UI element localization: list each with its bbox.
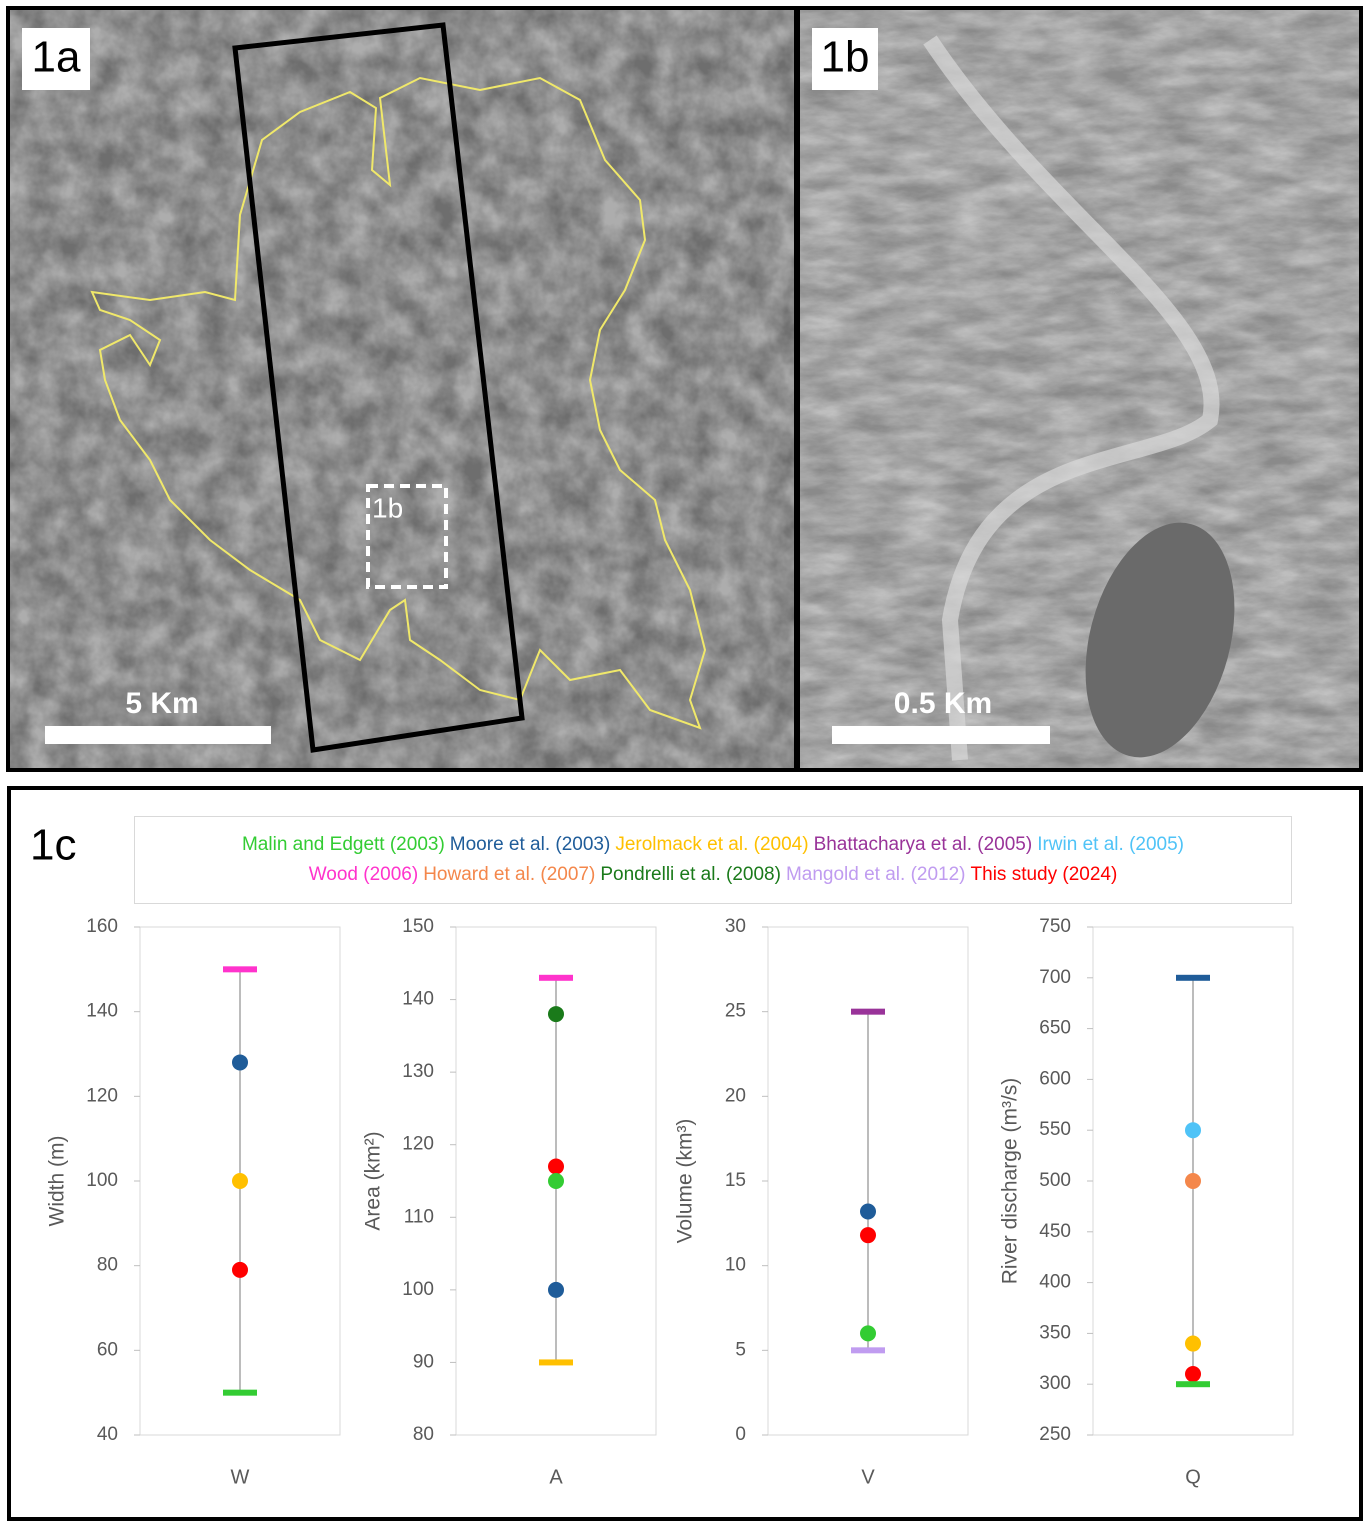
legend-entry: Wood (2006) [309,864,419,886]
y-tick-label: 80 [97,1255,118,1276]
y-tick-label: 130 [402,1061,434,1082]
point [548,1158,564,1174]
y-tick-label: 300 [1039,1373,1071,1394]
y-tick-label: 500 [1039,1170,1071,1191]
y-tick-label: 600 [1039,1068,1071,1089]
point [860,1203,876,1219]
dash-marker [223,1390,257,1396]
y-tick-label: 400 [1039,1272,1071,1293]
legend-entry: Malin and Edgett (2003) [242,834,445,856]
legend-row: Malin and Edgett (2003)Moore et al. (200… [242,834,1184,856]
point [232,1054,248,1070]
y-tick-label: 650 [1039,1018,1071,1039]
figure: 1b 1a 5 Km 1b 0.5 Km 1c 4060801001201401… [0,0,1366,1522]
scale-bar-label: 0.5 Km [894,687,992,720]
y-tick-label: 160 [86,916,118,937]
point [1185,1122,1201,1138]
point [232,1173,248,1189]
legend-entry: Mangold et al. (2012) [786,864,966,886]
y-tick-label: 110 [404,1206,434,1227]
point [548,1282,564,1298]
dash-marker [539,1359,573,1365]
point [860,1325,876,1341]
legend-entry: This study (2024) [971,864,1118,886]
legend-entry: Pondrelli et al. (2008) [600,864,781,886]
y-tick-label: 120 [86,1085,118,1106]
y-tick-label: 60 [97,1339,118,1360]
y-tick-label: 750 [1039,916,1071,937]
y-tick-label: 250 [1039,1424,1071,1445]
x-tick-label: A [549,1466,563,1488]
legend-entry: Bhattacharya et al. (2005) [814,834,1033,856]
legend-row: Wood (2006)Howard et al. (2007)Pondrelli… [309,864,1118,886]
y-tick-label: 10 [725,1255,746,1276]
dash-marker [851,1347,885,1353]
legend-entry: Jerolmack et al. (2004) [615,834,808,856]
y-tick-label: 140 [402,989,434,1010]
point [548,1006,564,1022]
y-tick-label: 25 [725,1001,746,1022]
y-tick-label: 150 [402,916,434,937]
y-tick-label: 30 [725,916,746,937]
y-tick-label: 5 [735,1339,746,1360]
scale-bar-label: 5 Km [125,687,198,720]
x-tick-label: V [861,1466,875,1488]
y-tick-label: 80 [413,1424,434,1445]
point [548,1173,564,1189]
y-axis-label: Width (m) [46,1136,69,1227]
y-tick-label: 100 [402,1279,434,1300]
y-tick-label: 100 [86,1170,118,1191]
x-tick-label: Q [1185,1466,1201,1488]
y-tick-label: 15 [725,1170,746,1191]
y-tick-label: 140 [86,1001,118,1022]
legend: Malin and Edgett (2003)Moore et al. (200… [134,816,1292,904]
inset-label: 1b [372,492,403,523]
page: { "panels": [ {"label": "1a", "scale_bar… [0,0,1366,1522]
panel-label: 1b [821,33,870,82]
y-tick-label: 0 [735,1424,746,1445]
image-1b: 1b 0.5 Km [800,10,1359,774]
legend-entry: Howard et al. (2007) [423,864,595,886]
y-tick-label: 20 [725,1085,746,1106]
point [1185,1366,1201,1382]
dash-marker [223,966,257,972]
panel-label: 1c [30,821,76,870]
y-axis-label: River discharge (m³/s) [999,1078,1022,1285]
y-tick-label: 120 [402,1134,434,1155]
y-tick-label: 40 [97,1424,118,1445]
y-tick-label: 700 [1039,967,1071,988]
dash-marker [1176,1381,1210,1387]
legend-entry: Irwin et al. (2005) [1037,834,1184,856]
y-tick-label: 350 [1039,1322,1071,1343]
dash-marker [539,975,573,981]
panel-label: 1a [32,33,81,82]
y-tick-label: 450 [1039,1221,1071,1242]
y-axis-label: Volume (km³) [674,1119,697,1244]
legend-entry: Moore et al. (2003) [450,834,611,856]
dash-marker [851,1009,885,1015]
dash-marker [1176,975,1210,981]
y-tick-label: 90 [413,1351,434,1372]
image-1a: 1b 1a 5 Km [10,10,794,768]
point [232,1262,248,1278]
y-tick-label: 550 [1039,1119,1071,1140]
y-axis-label: Area (km²) [362,1131,385,1230]
point [1185,1336,1201,1352]
point [860,1227,876,1243]
x-tick-label: W [231,1466,250,1488]
point [1185,1173,1201,1189]
